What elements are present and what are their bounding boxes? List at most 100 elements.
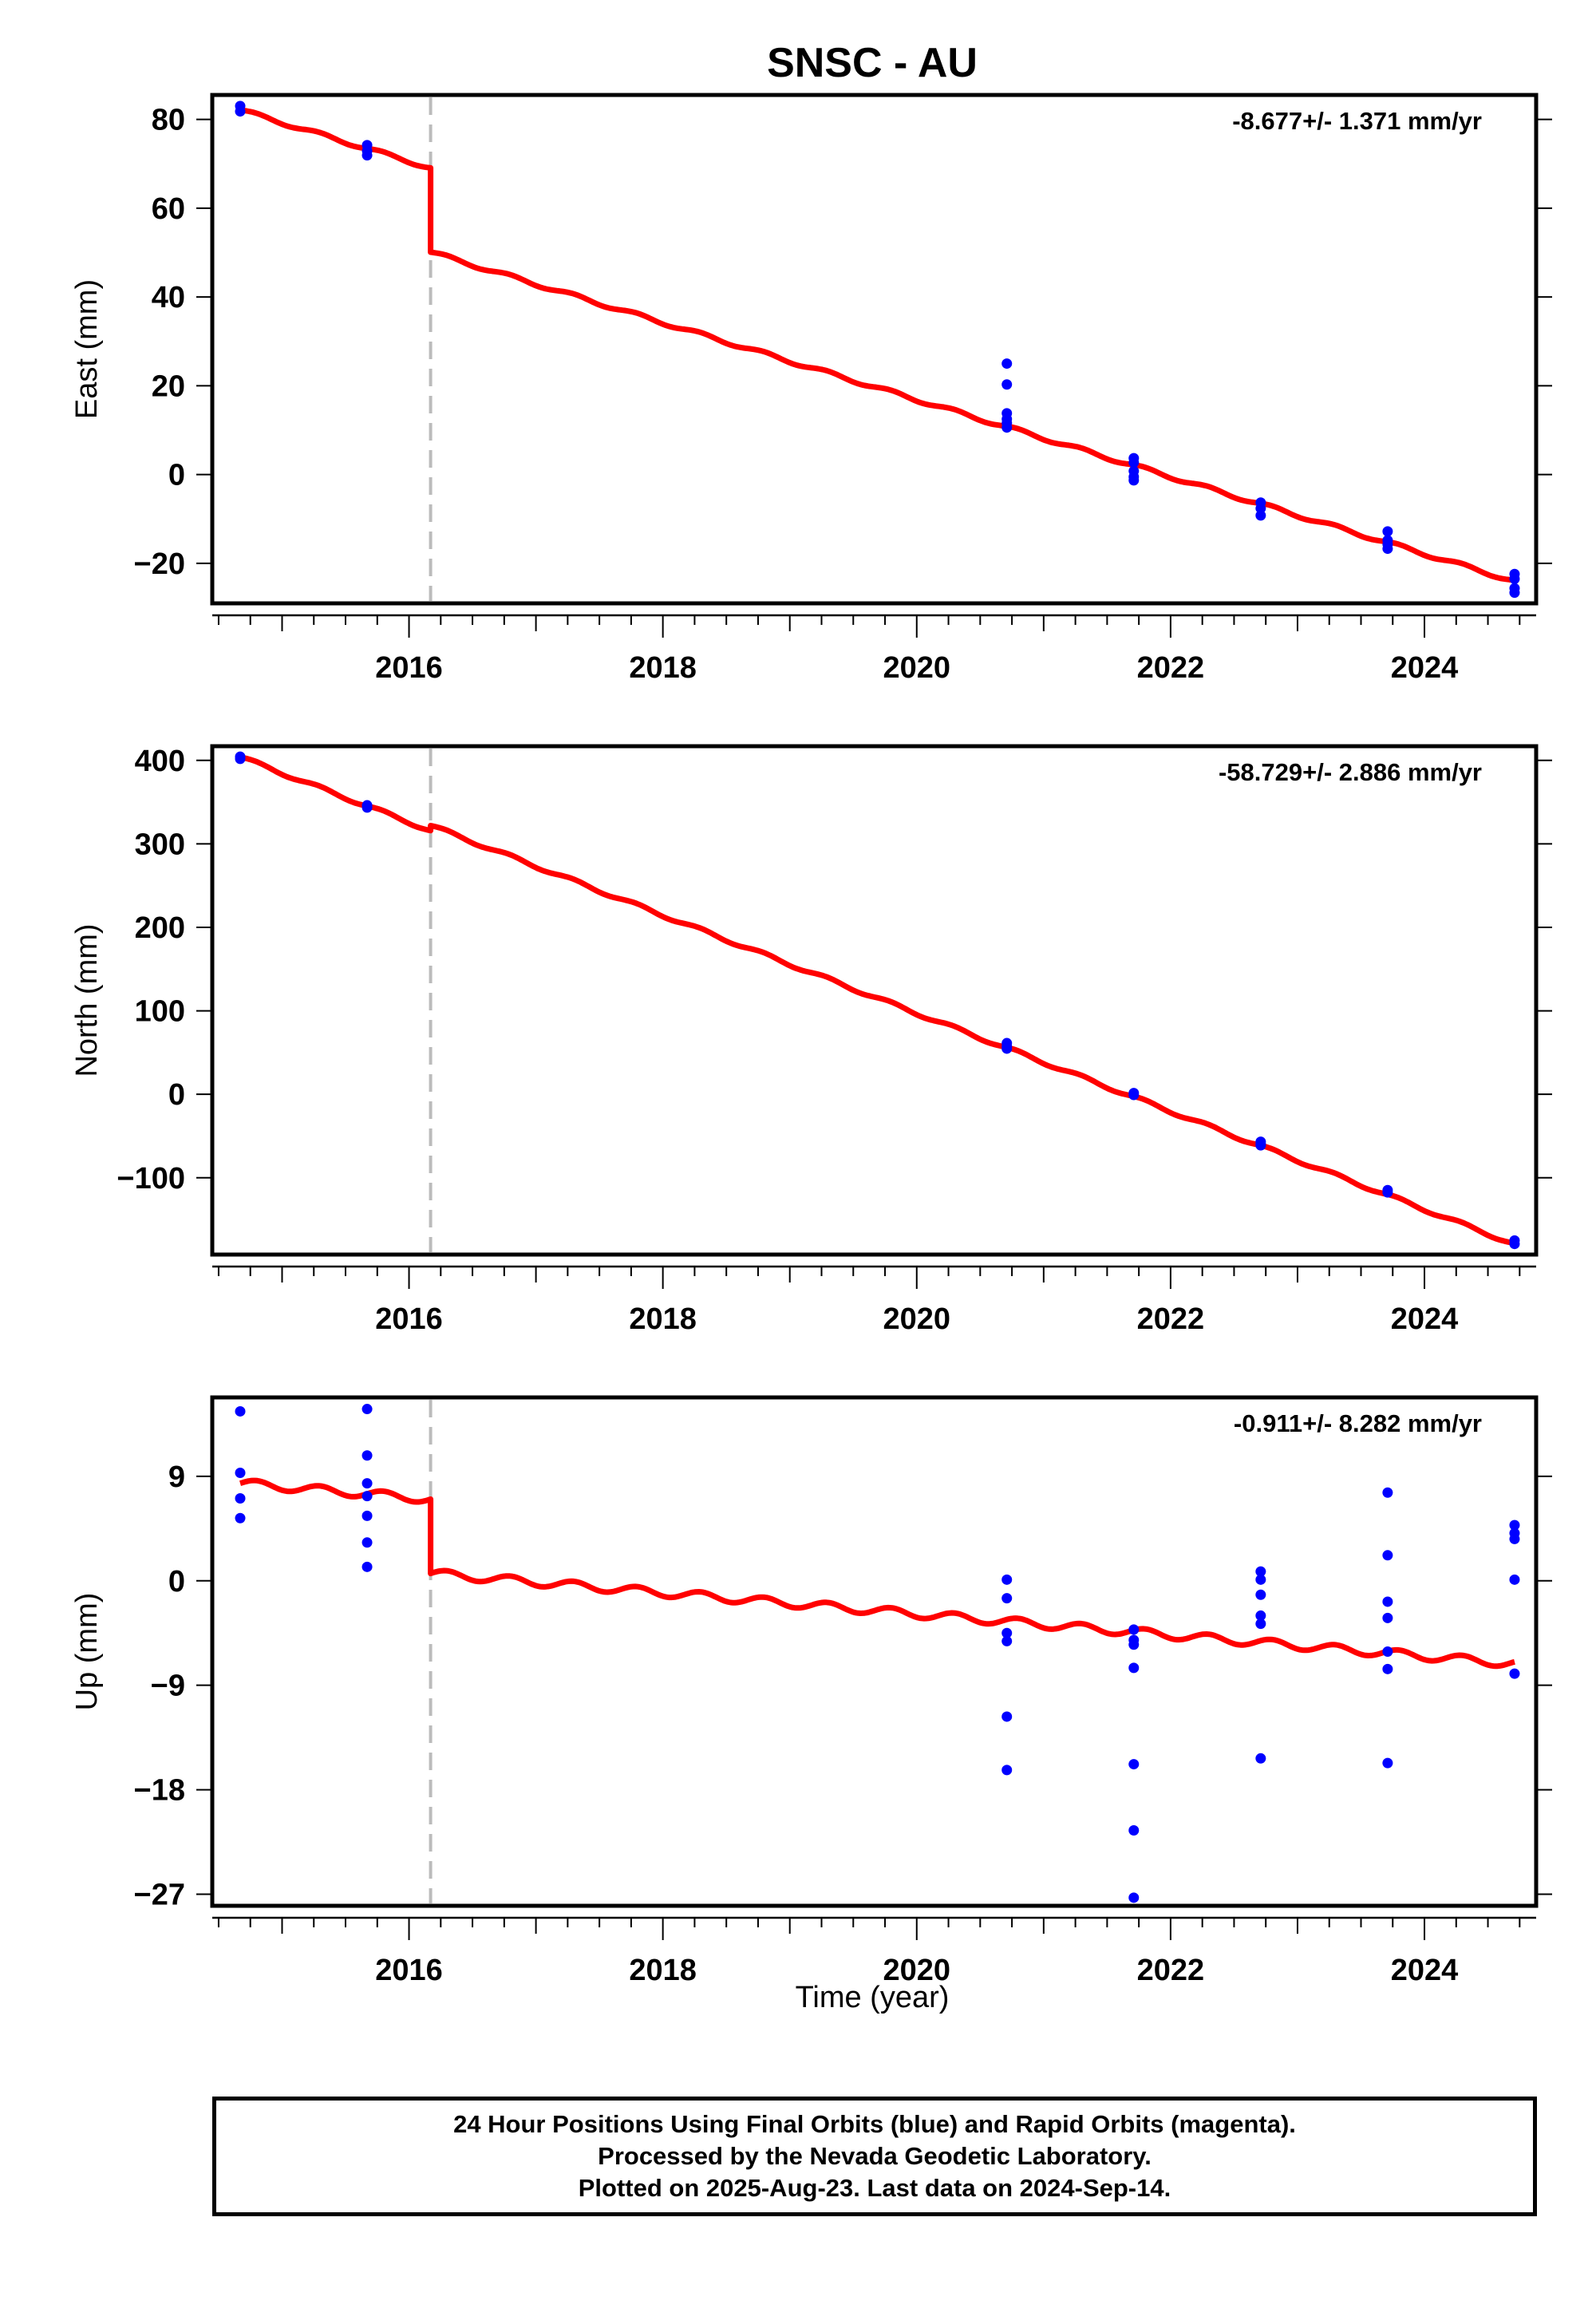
y-tick-label: 300 [135,828,185,861]
observation-point [361,1537,373,1548]
x-tick-label: 2022 [1137,1302,1205,1336]
observation-point [1255,1574,1266,1585]
observation-point [361,1561,373,1572]
observation-point [1001,1574,1013,1585]
observation-point [1128,1824,1140,1836]
y-tick-label: 80 [152,104,185,137]
observation-point [361,1510,373,1521]
y-tick-label: 400 [135,745,185,778]
observation-point [1255,1753,1266,1764]
processing-info-box: 24 Hour Positions Using Final Orbits (bl… [212,2097,1537,2216]
footer-line-orbits: 24 Hour Positions Using Final Orbits (bl… [453,2110,1296,2138]
observation-point [1382,526,1393,537]
x-axis-label: Time (year) [796,1981,950,2014]
y-tick-label: −100 [117,1162,185,1196]
observation-point [1509,1239,1520,1250]
observation-point [1382,1663,1393,1674]
y-tick-label: −27 [134,1878,185,1911]
observation-point [1382,1757,1393,1769]
x-tick-label: 2022 [1137,651,1205,685]
y-tick-label: 0 [168,1078,185,1112]
observation-point [361,150,373,161]
observation-point [1128,457,1140,468]
y-tick-label: 40 [152,281,185,314]
observation-point [1128,1089,1140,1101]
observation-point [1509,1668,1520,1679]
y-axis-label: East (mm) [70,279,104,419]
observation-point [235,1512,246,1524]
y-axis-label: North (mm) [70,923,104,1077]
observation-point [361,1450,373,1461]
observation-point [1382,1550,1393,1561]
y-tick-label: 60 [152,192,185,226]
observation-point [1128,1662,1140,1674]
model-fit-line [239,107,1515,583]
panel-2: 2016 2018 2020 2022 2024 −100 0 100 200 300 400 Nor… [70,744,1552,1336]
observation-point [1001,1765,1013,1776]
observation-point [1001,1711,1013,1722]
rate-annotation: -8.677+/- 1.371 mm/yr [1232,107,1482,135]
observation-point [1255,510,1266,521]
x-tick-label: 2020 [883,651,951,685]
observation-point [1001,1635,1013,1646]
rate-annotation: -0.911+/- 8.282 mm/yr [1234,1409,1482,1437]
y-tick-label: −20 [134,547,185,581]
observation-point [1509,1574,1520,1585]
y-tick-label: −9 [151,1670,185,1703]
observation-point [361,1478,373,1489]
x-tick-label: 2024 [1391,1954,1459,1987]
rate-annotation: -58.729+/- 2.886 mm/yr [1219,758,1482,786]
footer-line-dates: Plotted on 2025-Aug-23. Last data on 202… [578,2174,1171,2202]
chart-title: SNSC - AU [767,40,978,86]
model-fit-line [239,1477,1515,1670]
y-tick-label: 9 [168,1460,185,1494]
observation-point [1001,379,1013,390]
observation-point [1128,475,1140,486]
observation-point [1255,1618,1266,1630]
observation-point [1509,587,1520,599]
y-tick-label: 100 [135,995,185,1029]
observation-point [1382,1187,1393,1198]
observation-point [1255,1140,1266,1151]
observation-point [1382,1612,1393,1623]
observation-point [235,1405,246,1417]
observation-point [1255,1610,1266,1621]
observation-point [1128,1892,1140,1903]
y-tick-label: 0 [168,459,185,492]
plot-frame [210,1395,1539,1908]
y-axis-label: Up (mm) [70,1593,104,1711]
observation-point [235,1493,246,1504]
observation-point [235,106,246,117]
observation-point [1382,1596,1393,1607]
plot-frame [210,744,1539,1257]
observation-point [1001,358,1013,370]
observation-point [1509,1520,1520,1531]
footer-line-processor: Processed by the Nevada Geodetic Laborat… [598,2142,1152,2170]
plot-frame [210,93,1539,606]
observation-point [1509,573,1520,584]
x-tick-label: 2018 [629,1954,697,1987]
y-tick-label: 200 [135,911,185,945]
observation-point [1382,1646,1393,1657]
observation-point [1255,1566,1266,1577]
x-tick-label: 2022 [1137,1954,1205,1987]
observation-point [1255,503,1266,514]
observation-point [1001,1043,1013,1054]
panel-3: 2016 2018 2020 2022 2024 −27 −18 −9 0 9 Up (mm) -0.… [70,1395,1552,1987]
x-tick-label: 2024 [1391,651,1459,685]
y-tick-label: 0 [168,1565,185,1599]
observation-point [361,1491,373,1502]
observation-point [361,1404,373,1415]
observation-point [1001,422,1013,433]
observation-point [1001,1627,1013,1638]
observation-point [1128,1759,1140,1770]
observation-point [1382,543,1393,555]
observation-point [1128,1624,1140,1635]
panels-layer: 2016 2018 2020 2022 2024 −20 0 20 40 60 80 East (mm… [70,93,1552,1987]
x-tick-label: 2018 [629,651,697,685]
x-tick-label: 2016 [375,651,443,685]
observation-point [235,753,246,765]
model-fit-line [239,754,1515,1247]
x-tick-label: 2024 [1391,1302,1459,1336]
